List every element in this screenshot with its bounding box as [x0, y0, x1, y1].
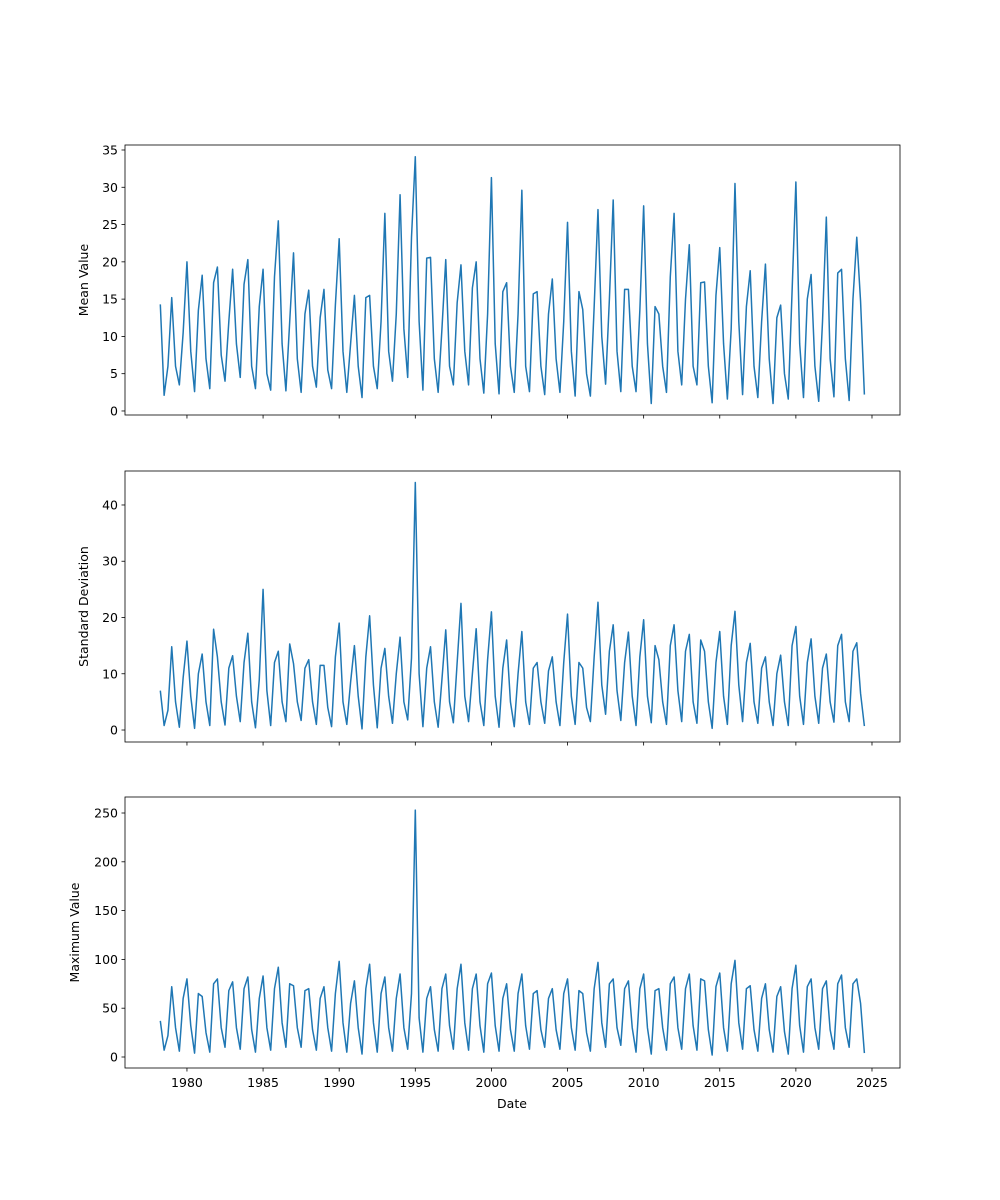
y-tick-label: 40: [102, 497, 118, 512]
y-axis-label: Maximum Value: [67, 882, 82, 982]
x-tick-label: 2010: [628, 1075, 660, 1090]
x-tick-label: 2005: [552, 1075, 584, 1090]
y-tick-label: 30: [102, 180, 118, 195]
plot-frame: [124, 796, 901, 1069]
y-tick-label: 0: [110, 1050, 118, 1065]
x-tick-label: 2025: [856, 1075, 888, 1090]
y-axis-label: Mean Value: [76, 244, 91, 317]
y-tick-label: 20: [102, 254, 118, 269]
x-tick-label: 1990: [323, 1075, 355, 1090]
y-tick-label: 10: [102, 329, 118, 344]
x-tick-label: 1995: [399, 1075, 431, 1090]
y-tick-label: 10: [102, 666, 118, 681]
y-tick-label: 20: [102, 610, 118, 625]
y-tick-label: 100: [94, 952, 118, 967]
x-tick-label: 2020: [780, 1075, 812, 1090]
data-line: [159, 481, 866, 730]
data-line: [159, 155, 866, 405]
x-tick-label: 1985: [247, 1075, 279, 1090]
x-axis-label: Date: [497, 1096, 527, 1111]
plot-frame: [124, 144, 901, 416]
data-line: [159, 809, 866, 1056]
y-tick-label: 0: [110, 723, 118, 738]
y-tick-label: 0: [110, 403, 118, 418]
plot-frame: [124, 470, 901, 743]
x-tick-label: 1980: [171, 1075, 203, 1090]
x-tick-label: 2015: [704, 1075, 736, 1090]
y-tick-label: 30: [102, 554, 118, 569]
y-axis-label: Standard Deviation: [76, 546, 91, 667]
y-tick-label: 5: [110, 366, 118, 381]
y-tick-label: 150: [94, 903, 118, 918]
y-tick-label: 200: [94, 854, 118, 869]
y-tick-label: 250: [94, 806, 118, 821]
y-tick-label: 25: [102, 217, 118, 232]
x-tick-label: 2000: [476, 1075, 508, 1090]
y-tick-label: 35: [102, 142, 118, 157]
y-tick-label: 15: [102, 292, 118, 307]
y-tick-label: 50: [102, 1001, 118, 1016]
